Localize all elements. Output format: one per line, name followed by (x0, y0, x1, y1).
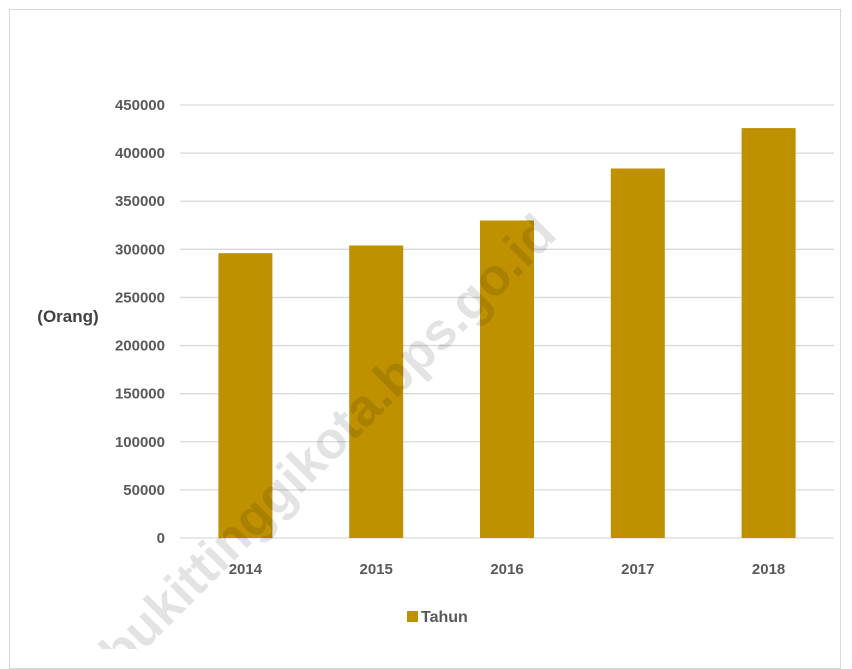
gridlines (180, 104, 834, 539)
bar-2015 (349, 245, 404, 539)
x-axis-ticks: 2014 2015 2016 2017 2018 (229, 561, 786, 578)
y-tick-label: 250000 (115, 289, 165, 306)
y-tick-label: 200000 (115, 338, 165, 355)
y-axis-ticks: 0 50000 100000 150000 200000 250000 300000 3500… (115, 97, 165, 547)
y-tick-label: 300000 (115, 241, 165, 258)
x-tick-label: 2014 (229, 561, 263, 578)
legend-label: Tahun (421, 609, 468, 626)
bar-2014 (218, 253, 273, 538)
y-tick-label: 50000 (123, 482, 165, 499)
bar-chart: 0 50000 100000 150000 200000 250000 300000 3500… (37, 97, 834, 649)
x-tick-label: 2017 (621, 561, 654, 578)
legend-swatch (407, 611, 418, 622)
bars (218, 128, 796, 539)
x-tick-label: 2016 (490, 561, 523, 578)
y-tick-label: 450000 (115, 97, 165, 114)
y-tick-label: 400000 (115, 145, 165, 162)
y-tick-label: 100000 (115, 434, 165, 451)
bar-2018 (741, 128, 796, 539)
y-tick-label: 350000 (115, 193, 165, 210)
bar-2016 (480, 220, 534, 538)
x-tick-label: 2018 (752, 561, 785, 578)
y-axis-label: (Orang) (37, 307, 98, 326)
y-tick-label: 0 (157, 530, 165, 547)
y-tick-label: 150000 (115, 386, 165, 403)
bar-2017 (610, 168, 665, 539)
chart-frame (9, 9, 841, 669)
x-tick-label: 2015 (360, 561, 393, 578)
legend: Tahun (407, 609, 468, 626)
